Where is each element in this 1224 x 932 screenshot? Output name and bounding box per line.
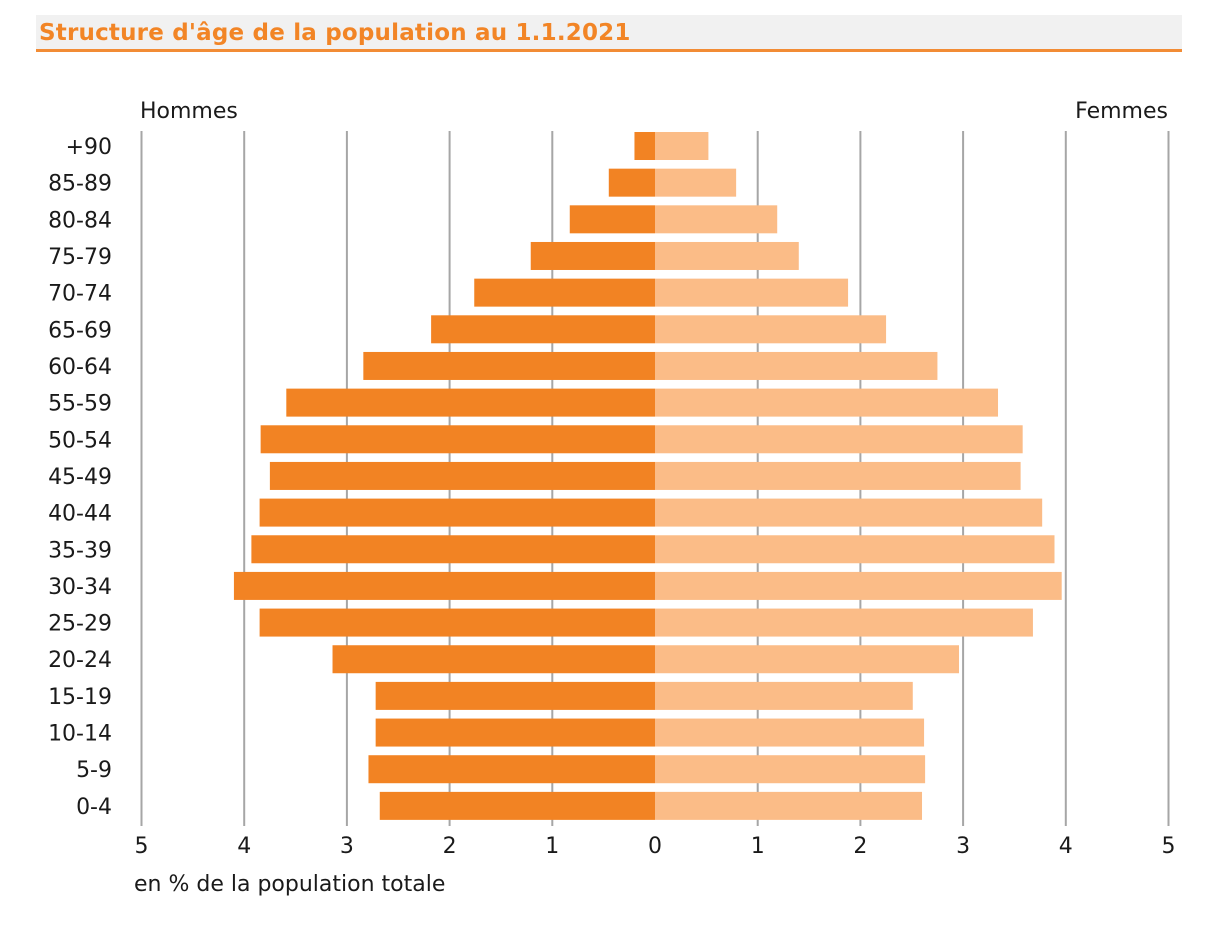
bar-hommes: [368, 755, 655, 784]
category-label: 50-54: [48, 428, 112, 453]
bar-femmes: [655, 718, 925, 747]
bar-femmes: [655, 205, 778, 234]
bar-hommes: [259, 608, 655, 637]
tick-label: 5: [1162, 834, 1176, 859]
bar-hommes: [375, 681, 655, 710]
bar-femmes: [655, 425, 1023, 454]
tick-label: 3: [340, 834, 354, 859]
bar-hommes: [375, 718, 655, 747]
bar-hommes: [259, 498, 655, 527]
tick-label: 1: [751, 834, 765, 859]
bar-hommes: [269, 461, 655, 490]
bar-hommes: [379, 791, 655, 820]
tick-label: 0: [648, 834, 662, 859]
bar-femmes: [655, 351, 938, 380]
bar-femmes: [655, 388, 999, 417]
bar-femmes: [655, 608, 1033, 637]
tick-labels: 5 4 3 2 1 0 1 2 3 4 5: [135, 834, 1176, 859]
bar-femmes: [655, 168, 737, 197]
category-label: 15-19: [48, 685, 112, 710]
category-labels: +90 85-89 80-84 75-79 70-74 65-69 60-64 55-59 50…: [48, 135, 112, 820]
bar-femmes: [655, 132, 709, 160]
category-label: 45-49: [48, 465, 112, 490]
category-label: 60-64: [48, 355, 112, 380]
category-label: 25-29: [48, 612, 112, 637]
bar-femmes: [655, 535, 1055, 564]
category-label: 85-89: [48, 172, 112, 197]
tick-label: 5: [135, 834, 149, 859]
category-label: 80-84: [48, 208, 112, 233]
bar-femmes: [655, 571, 1062, 600]
bar-femmes: [655, 645, 959, 674]
bar-hommes: [608, 168, 655, 197]
tick-label: 4: [1059, 834, 1073, 859]
bars: [233, 132, 1062, 820]
bar-hommes: [474, 278, 655, 307]
x-axis-label: en % de la population totale: [134, 872, 445, 897]
bar-hommes: [233, 571, 655, 600]
bar-femmes: [655, 241, 799, 270]
bar-femmes: [655, 461, 1021, 490]
tick-label: 2: [853, 834, 867, 859]
right-side-label: Femmes: [1075, 99, 1168, 124]
bar-femmes: [655, 791, 923, 820]
tick-label: 3: [956, 834, 970, 859]
category-label: 65-69: [48, 318, 112, 343]
category-label: 30-34: [48, 575, 112, 600]
bar-hommes: [332, 645, 655, 674]
category-label: 10-14: [48, 722, 112, 747]
bar-hommes: [634, 132, 655, 160]
bar-femmes: [655, 278, 849, 307]
category-label: 70-74: [48, 282, 112, 307]
bar-femmes: [655, 315, 887, 344]
tick-label: 2: [443, 834, 457, 859]
left-side-label: Hommes: [140, 99, 238, 124]
title-bar: Structure d'âge de la population au 1.1.…: [36, 15, 1182, 52]
bar-hommes: [569, 205, 655, 234]
category-label: 35-39: [48, 538, 112, 563]
category-label: 75-79: [48, 245, 112, 270]
tick-label: 1: [545, 834, 559, 859]
chart-title: Structure d'âge de la population au 1.1.…: [39, 20, 631, 46]
tick-label: 4: [237, 834, 251, 859]
category-label: +90: [66, 135, 112, 160]
bar-hommes: [260, 425, 655, 454]
category-label: 5-9: [76, 758, 112, 783]
bar-femmes: [655, 498, 1043, 527]
category-label: 55-59: [48, 392, 112, 417]
bar-hommes: [530, 241, 655, 270]
bar-femmes: [655, 681, 913, 710]
bar-hommes: [286, 388, 655, 417]
bar-hommes: [363, 351, 655, 380]
bar-hommes: [431, 315, 655, 344]
bar-femmes: [655, 755, 926, 784]
bar-hommes: [251, 535, 656, 564]
category-label: 40-44: [48, 502, 112, 527]
category-label: 0-4: [76, 795, 112, 820]
category-label: 20-24: [48, 648, 112, 673]
